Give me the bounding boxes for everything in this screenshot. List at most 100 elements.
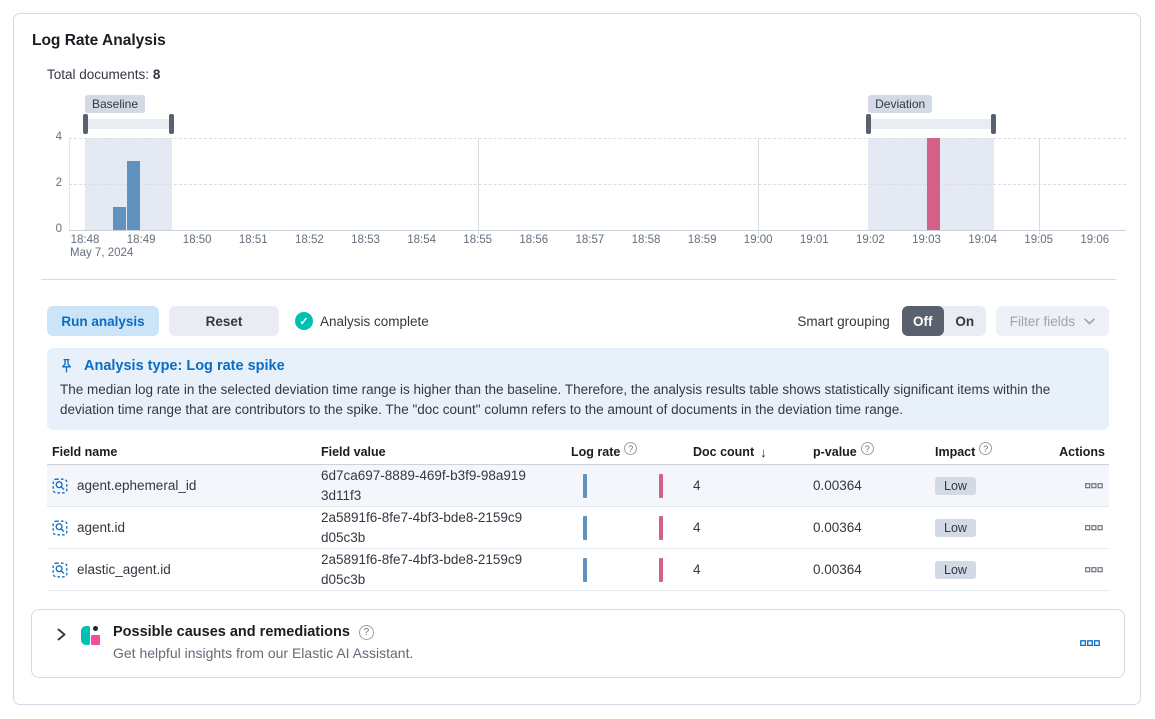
header-cell-field-name[interactable]: Field name [52,445,118,459]
header-cell-field-value[interactable]: Field value [321,445,386,459]
x-axis-tick: 18:57 [575,234,605,246]
table-row: elastic_agent.id 2a5891f6-8fe7-4bf3-bde8… [47,549,1109,591]
field-filter-icon[interactable] [52,562,68,578]
analysis-controls: Run analysis Reset ✓ Analysis complete S… [47,306,1109,336]
analysis-status: ✓ Analysis complete [295,312,429,330]
x-axis-date-label: May 7, 2024 [70,247,134,259]
field-name: agent.ephemeral_id [77,478,197,493]
header-cell-actions: Actions [1059,445,1105,459]
header-cell-p-value[interactable]: p-value? [803,441,925,459]
x-axis-tick: 19:04 [968,234,997,246]
question-icon[interactable]: ? [860,441,874,455]
smart-grouping-toggle: Off On [901,306,986,336]
x-axis-tick: 18:58 [631,234,661,246]
brush-handle[interactable] [83,114,88,134]
log-rate-sparkline [571,473,683,499]
horizontal-rule [41,279,1116,280]
x-axis-tick: 19:06 [1080,234,1110,246]
brush-handle[interactable] [866,114,872,134]
x-axis-tick: 18:52 [295,234,324,246]
analysis-type-callout: Analysis type: Log rate spike The median… [47,348,1109,430]
header-cell-log-rate[interactable]: Log rate? [561,441,683,459]
boxes-icon [1085,482,1103,488]
deviation-brush[interactable] [866,114,996,134]
field-name: elastic_agent.id [77,562,171,577]
total-documents-label: Total documents: [47,67,150,82]
brush-handle[interactable] [990,114,996,134]
row-actions-button[interactable] [1085,482,1103,489]
question-icon[interactable]: ? [358,624,374,640]
doc-count: 4 [693,562,701,577]
x-axis-tick: 18:56 [519,234,549,246]
chevron-down-icon [1084,317,1095,325]
y-axis-tick: 4 [55,131,62,143]
table-row: agent.ephemeral_id 6d7ca697-8889-469f-b3… [47,465,1109,507]
causes-title-row[interactable]: Possible causes and remediations ? [113,624,413,640]
sort-desc-icon: ↓ [760,444,767,460]
chevron-right-icon[interactable] [54,627,68,642]
total-documents-value: 8 [152,67,161,82]
doc-count: 4 [693,520,701,535]
horizontal-gridline [69,184,1126,185]
baseline-badge: Baseline [85,95,146,113]
field-value: 2a5891f6-8fe7-4bf3-bde8-2159c9d05c3b [321,509,523,545]
filter-fields-label: Filter fields [1009,313,1075,329]
x-axis-tick: 18:51 [238,234,268,246]
p-value: 0.00364 [813,478,862,493]
horizontal-gridline [69,138,1126,139]
causes-subtitle: Get helpful insights from our Elastic AI… [113,645,414,661]
filter-fields-button[interactable]: Filter fields [995,306,1109,336]
vertical-gridline [477,138,479,235]
boxes-icon [1085,524,1103,530]
total-documents: Total documents: 8 [47,67,1123,82]
p-value: 0.00364 [813,520,862,535]
deviation-bar [926,138,940,230]
pin-icon [61,358,72,373]
field-filter-icon[interactable] [52,520,68,536]
field-name: agent.id [77,520,126,535]
question-icon[interactable]: ? [624,441,638,455]
x-axis-tick: 19:03 [912,234,941,246]
log-rate-sparkline [571,515,683,541]
question-icon[interactable]: ? [979,441,993,455]
p-value: 0.00364 [813,562,862,577]
smart-grouping-label: Smart grouping [797,313,890,329]
row-actions-button[interactable] [1085,524,1103,531]
field-value: 2a5891f6-8fe7-4bf3-bde8-2159c9d05c3b [321,551,523,587]
deviation-badge: Deviation [868,95,933,113]
x-axis-tick: 19:01 [799,234,829,246]
impact-badge: Low [935,560,976,579]
x-axis-tick: 18:54 [407,234,436,246]
baseline-brush[interactable] [83,114,174,134]
callout-body: The median log rate in the selected devi… [60,382,1051,417]
toggle-off-button[interactable]: Off [901,306,944,336]
impact-badge: Low [935,476,976,495]
row-actions-button[interactable] [1085,566,1103,573]
toggle-on-button[interactable]: On [955,313,975,329]
field-filter-icon[interactable] [52,478,68,494]
x-axis-tick: 18:53 [351,234,380,246]
x-axis-tick: 18:50 [182,234,212,246]
y-axis-tick: 2 [55,177,62,189]
header-cell-impact[interactable]: Impact? [925,441,1037,459]
table-row: agent.id 2a5891f6-8fe7-4bf3-bde8-2159c9d… [47,507,1109,549]
header-cell-doc-count[interactable]: Doc count ↓ [693,444,767,460]
analysis-status-label: Analysis complete [320,313,429,329]
baseline-bar [127,161,141,230]
y-axis-tick: 0 [55,223,62,235]
x-axis-tick: 18:48 [70,234,100,246]
brush-handle[interactable] [168,114,174,134]
check-icon: ✓ [295,312,313,330]
vertical-gridline [1038,138,1040,235]
causes-panel: Possible causes and remediations ? Get h… [31,609,1125,678]
causes-actions-button[interactable] [1080,640,1100,647]
vertical-gridline [758,138,760,235]
log-rate-analysis-panel: Log Rate Analysis Total documents: 8 Bas… [13,13,1141,705]
boxes-icon [1085,566,1103,572]
boxes-icon [1080,640,1100,647]
reset-button[interactable]: Reset [169,306,279,336]
x-axis-tick: 19:05 [1024,234,1054,246]
x-axis-tick: 18:59 [687,234,717,246]
page-title: Log Rate Analysis [32,32,166,49]
run-analysis-button[interactable]: Run analysis [47,306,159,336]
